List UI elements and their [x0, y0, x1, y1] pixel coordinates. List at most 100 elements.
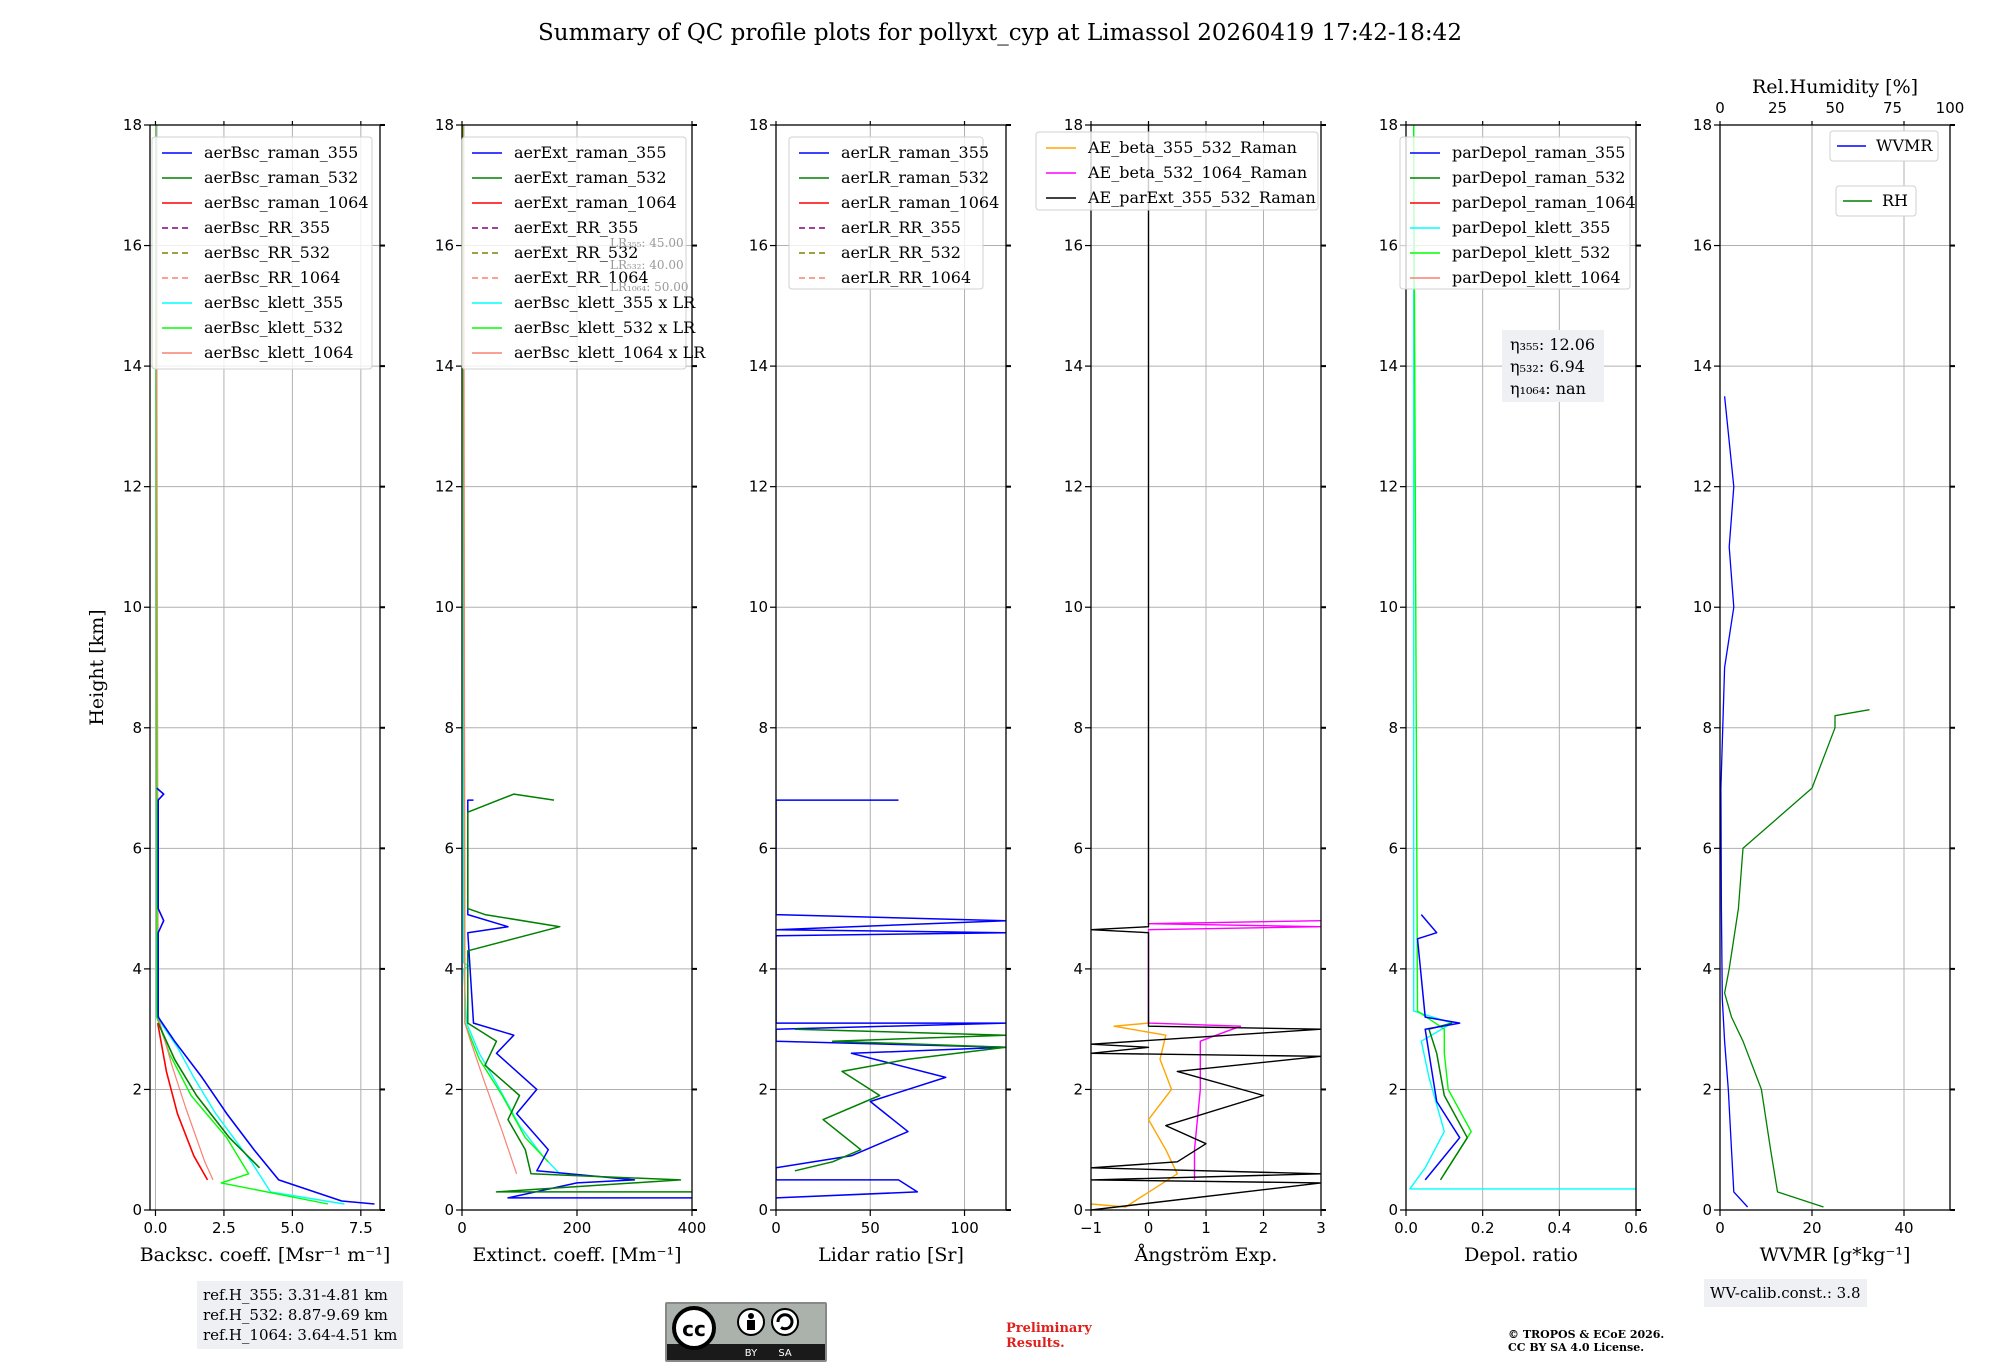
- legend-label-4: aerBsc_RR_532: [204, 243, 330, 262]
- legend-label-6: aerBsc_klett_355: [204, 293, 343, 312]
- x-tick-label-2: 100: [950, 1219, 979, 1237]
- legend-label-3: parDepol_klett_355: [1452, 218, 1610, 237]
- x-tick-label-3: 0.6: [1624, 1219, 1648, 1237]
- y-tick-label-6: 12: [749, 478, 768, 496]
- legend-label-0: aerLR_raman_355: [841, 143, 989, 162]
- annotation-0: η₃₅₅: 12.06: [1510, 335, 1595, 354]
- legend-label-5: aerBsc_RR_1064: [204, 268, 340, 287]
- y-tick-label-2: 4: [1073, 960, 1083, 978]
- x-tick-label-1: 2.5: [212, 1219, 236, 1237]
- y-tick-label-4: 8: [1073, 719, 1083, 737]
- legend-label-8: aerBsc_klett_1064 x LR: [514, 343, 706, 362]
- y-tick-label-5: 10: [749, 598, 768, 616]
- copyright-note: © TROPOS & ECoE 2026. CC BY SA 4.0 Licen…: [1508, 1328, 1664, 1354]
- annotation-0: LR₃₅₅: 45.00: [610, 236, 684, 250]
- y-tick-label-0: 0: [1073, 1201, 1083, 1219]
- series-aerBsc_raman_532: [157, 1022, 261, 1169]
- legend-label-8: aerBsc_klett_1064: [204, 343, 353, 362]
- y-tick-label-6: 12: [1693, 478, 1712, 496]
- y-tick-label-7: 14: [1693, 357, 1712, 375]
- y-tick-label-8: 16: [1064, 237, 1083, 255]
- legend-label-5: aerLR_RR_1064: [841, 268, 971, 287]
- panel-depol: 0.0 0.2 0.4 0.6 0 2 4 6 8 10 12 14 16 18 Depol. ratio p…: [1379, 116, 1648, 1266]
- ref-height-355: ref.H_355: 3.31-4.81 km: [203, 1286, 388, 1304]
- x-axis-label: Backsc. coeff. [Msr⁻¹ m⁻¹]: [140, 1244, 391, 1266]
- y-tick-label-5: 10: [1693, 598, 1712, 616]
- copyright-line-2: CC BY SA 4.0 License.: [1508, 1341, 1645, 1354]
- y-tick-label-6: 12: [123, 478, 142, 496]
- legend-label-1: aerBsc_raman_532: [204, 168, 358, 187]
- y-tick-label-8: 16: [123, 237, 142, 255]
- y-tick-label-9: 18: [435, 116, 454, 134]
- y-tick-label-8: 16: [1379, 237, 1398, 255]
- ref-height-532: ref.H_532: 8.87-9.69 km: [203, 1306, 388, 1324]
- series-aerLR_raman_532: [794, 1028, 1006, 1172]
- annotation-box: [1502, 330, 1604, 402]
- top-tick-label-2: 50: [1825, 99, 1844, 117]
- x-axis-label: Ångström Exp.: [1134, 1244, 1278, 1266]
- top-tick-label-3: 75: [1883, 99, 1902, 117]
- y-tick-label-4: 8: [1702, 719, 1712, 737]
- x-tick-label-2: 1: [1201, 1219, 1211, 1237]
- legend-label-4: parDepol_klett_532: [1452, 243, 1610, 262]
- y-tick-label-7: 14: [749, 357, 768, 375]
- x-tick-label-1: 0: [1144, 1219, 1154, 1237]
- y-tick-label-5: 10: [1379, 598, 1398, 616]
- series-aerBsc_raman_1064: [156, 1022, 209, 1181]
- panel-backscatter: 0.0 2.5 5.0 7.5 0 2 4 6 8 10 12 14 16 18 Backsc. coeff…: [86, 116, 390, 1266]
- cc-license-badge[interactable]: cc BY SA: [665, 1302, 827, 1362]
- y-tick-label-1: 2: [1073, 1080, 1083, 1098]
- y-tick-label-2: 4: [1702, 960, 1712, 978]
- annotation-2: η₁₀₆₄: nan: [1510, 379, 1586, 398]
- x-axis-label: Lidar ratio [Sr]: [818, 1244, 964, 1266]
- annotation-1: LR₅₃₂: 40.00: [610, 258, 684, 272]
- y-tick-label-2: 4: [1388, 960, 1398, 978]
- series-aerExt_raman_355: [467, 799, 692, 1199]
- legend-label-4: aerExt_RR_532: [514, 243, 638, 262]
- panel-wvmr: 0 20 40 0 2 4 6 8 10 12 14 16 18 WVMR [g*kg⁻¹] 0 25 50 75…: [1693, 76, 1964, 1266]
- x-tick-label-2: 40: [1894, 1219, 1913, 1237]
- y-tick-label-6: 12: [435, 478, 454, 496]
- y-tick-label-7: 14: [1064, 357, 1083, 375]
- legend-label-0: aerExt_raman_355: [514, 143, 667, 162]
- x-tick-label-3: 2: [1259, 1219, 1269, 1237]
- x-tick-label-1: 0.2: [1471, 1219, 1495, 1237]
- preliminary-line-1: Preliminary: [1006, 1321, 1092, 1336]
- series-AE_beta_355_532_Raman: [1091, 1022, 1178, 1208]
- y-tick-label-2: 4: [758, 960, 768, 978]
- legend-box: [788, 136, 984, 290]
- axes-frame: [1719, 124, 1951, 1211]
- axes-frame: [775, 124, 1007, 1211]
- axes-frame: [1405, 124, 1637, 1211]
- y-tick-label-1: 2: [1702, 1080, 1712, 1098]
- series-aerBsc_klett_1064 x LR: [463, 125, 518, 1174]
- legend-label-6: aerBsc_klett_355 x LR: [514, 293, 696, 312]
- y-tick-label-6: 12: [1064, 478, 1083, 496]
- top-tick-label-4: 100: [1936, 99, 1965, 117]
- y-tick-label-2: 4: [444, 960, 454, 978]
- legend-label-0: AE_beta_355_532_Raman: [1087, 138, 1297, 157]
- series-AE_beta_532_1064_Raman: [1147, 920, 1321, 1180]
- legend-label-1: aerExt_raman_532: [514, 168, 667, 187]
- ref-height-1064: ref.H_1064: 3.64-4.51 km: [203, 1326, 398, 1344]
- x-axis-label: WVMR [g*kg⁻¹]: [1760, 1244, 1911, 1266]
- x-axis-label: Extinct. coeff. [Mm⁻¹]: [472, 1244, 681, 1266]
- series-parDepol_klett_355: [1409, 125, 1636, 1190]
- wv-calib-label: WV-calib.const.: 3.8: [1710, 1284, 1861, 1302]
- y-tick-label-1: 2: [1388, 1080, 1398, 1098]
- series-parDepol_raman_355: [1416, 914, 1461, 1181]
- top-tick-label-1: 25: [1768, 99, 1787, 117]
- y-tick-label-0: 0: [132, 1201, 142, 1219]
- legend-label-7: aerBsc_klett_532: [204, 318, 343, 337]
- legend-label-2: aerLR_raman_1064: [841, 193, 999, 212]
- y-tick-label-1: 2: [444, 1080, 454, 1098]
- y-tick-label-9: 18: [749, 116, 768, 134]
- series-parDepol_klett_532: [1413, 125, 1472, 1175]
- legend-box-rh: [1835, 185, 1917, 217]
- series-aerBsc_klett_355 x LR: [463, 125, 561, 1175]
- top-tick-label-0: 0: [1715, 99, 1725, 117]
- y-tick-label-7: 14: [1379, 357, 1398, 375]
- x-tick-label-4: 3: [1316, 1219, 1326, 1237]
- x-tick-label-1: 50: [861, 1219, 880, 1237]
